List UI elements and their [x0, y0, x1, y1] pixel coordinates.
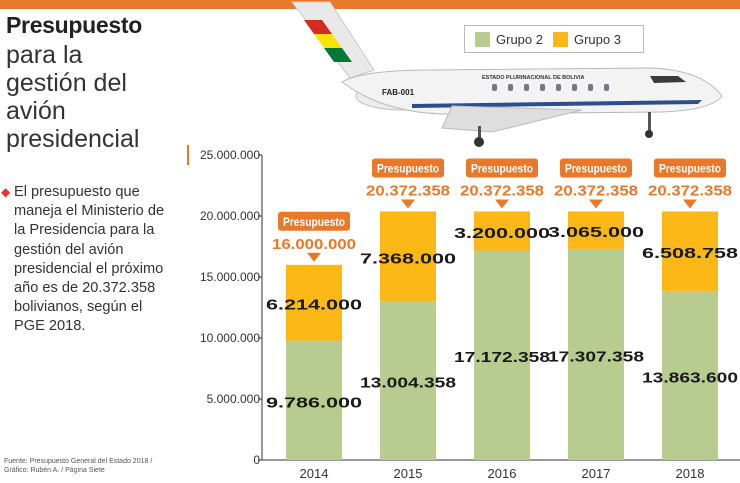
- top-rule: [0, 0, 740, 9]
- legend-swatch-grupo3: [552, 31, 568, 47]
- presidential-plane-illustration: FAB-001 ESTADO PLURINACIONAL DE BOLIVIA: [290, 1, 723, 147]
- legend-swatch-grupo2: [475, 31, 490, 47]
- callout-label: Presupuesto: [283, 215, 345, 229]
- y-tick-label: 0: [253, 453, 260, 467]
- callout-label: Presupuesto: [659, 161, 721, 175]
- bullet-icon: ◆: [1, 185, 11, 199]
- callout-box: [560, 158, 632, 178]
- body-text: El presupuesto que maneja el Ministerio …: [14, 184, 165, 335]
- bar-grupo3: [568, 211, 624, 249]
- plane-gear-main: [478, 126, 481, 140]
- callout-arrow: [401, 199, 415, 209]
- data-label-grupo3: 6.508.758: [642, 245, 738, 262]
- callout-arrow: [683, 199, 697, 209]
- bar-grupo2: [380, 301, 436, 460]
- title-line-1: para la: [6, 41, 83, 69]
- bar-grupo2: [474, 250, 530, 460]
- x-tick-label: 2015: [394, 466, 423, 481]
- source-line-2: Gráfico: Rubén A. / Página Siete: [4, 467, 105, 474]
- title-line-2: gestión del: [6, 69, 127, 97]
- callout-label: Presupuesto: [377, 161, 439, 175]
- plane-fuselage-text: ESTADO PLURINACIONAL DE BOLIVIA: [482, 75, 584, 81]
- callout-arrow: [307, 252, 321, 262]
- source-line-1: Fuente: Presupuesto General del Estado 2…: [4, 458, 153, 465]
- data-label-grupo2: 13.863.600: [642, 369, 738, 386]
- x-tick-label: 2018: [676, 466, 705, 481]
- plane-tail-flag-yellow: [314, 34, 342, 48]
- total-label: 20.372.358: [460, 182, 544, 199]
- chart-legend: Grupo 2 Grupo 3: [464, 25, 644, 53]
- plane-wing: [441, 105, 583, 133]
- data-label-grupo2: 17.172.358: [454, 349, 550, 366]
- title-accent-rule: [187, 145, 189, 165]
- x-tick-label: 2014: [300, 466, 329, 481]
- data-label-grupo3: 3.200.000: [454, 225, 550, 242]
- callout-box: [654, 158, 726, 178]
- bar-grupo2: [568, 248, 624, 460]
- plane-gear-nose: [648, 112, 651, 132]
- plane-blue-stripe: [412, 100, 702, 108]
- callout-label: Presupuesto: [565, 161, 627, 175]
- callout-box: [466, 158, 538, 178]
- plane-windows: [492, 84, 609, 91]
- plane-registration: FAB-001: [382, 88, 415, 97]
- data-label-grupo3: 3.065.000: [548, 224, 644, 241]
- callout-arrow: [495, 199, 509, 209]
- total-label: 16.000.000: [272, 236, 356, 253]
- plane-tail-flag-green: [324, 48, 352, 62]
- plane-tail-flag-red: [304, 20, 332, 34]
- data-label-grupo2: 17.307.358: [548, 348, 644, 365]
- legend-label-grupo3: Grupo 3: [573, 31, 621, 47]
- bar-grupo3: [380, 211, 436, 302]
- callout-box: [278, 211, 350, 231]
- title-line-3: avión: [6, 97, 66, 125]
- bar-grupo3: [286, 264, 342, 341]
- y-tick-label: 20.000.000: [200, 209, 260, 223]
- y-tick-label: 25.000.000: [200, 148, 260, 162]
- callout-box: [372, 158, 444, 178]
- total-label: 20.372.358: [554, 182, 638, 199]
- bar-grupo3: [662, 211, 718, 291]
- bar-grupo3: [474, 211, 530, 251]
- data-label-grupo3: 7.368.000: [360, 250, 456, 267]
- plane-cockpit-window: [650, 76, 686, 83]
- callout-arrow: [589, 199, 603, 209]
- y-tick-label: 10.000.000: [200, 331, 260, 345]
- bar-grupo2: [286, 340, 342, 460]
- title-rest: para la gestión del avión presidencial: [6, 41, 186, 153]
- title-line-4: presidencial: [6, 125, 140, 153]
- y-tick-label: 5.000.000: [207, 392, 261, 406]
- total-label: 20.372.358: [366, 182, 450, 199]
- x-tick-label: 2016: [488, 466, 517, 481]
- total-label: 20.372.358: [648, 182, 732, 199]
- legend-label-grupo2: Grupo 2: [496, 31, 543, 47]
- data-label-grupo2: 9.786.000: [266, 394, 362, 411]
- x-tick-label: 2017: [582, 466, 611, 481]
- source-credit: Fuente: Presupuesto General del Estado 2…: [4, 457, 152, 475]
- y-tick-label: 15.000.000: [200, 270, 260, 284]
- title-bold: Presupuesto: [6, 12, 143, 38]
- data-label-grupo3: 6.214.000: [266, 297, 362, 314]
- bar-grupo2: [662, 290, 718, 460]
- data-label-grupo2: 13.004.358: [360, 375, 456, 392]
- callout-label: Presupuesto: [471, 161, 533, 175]
